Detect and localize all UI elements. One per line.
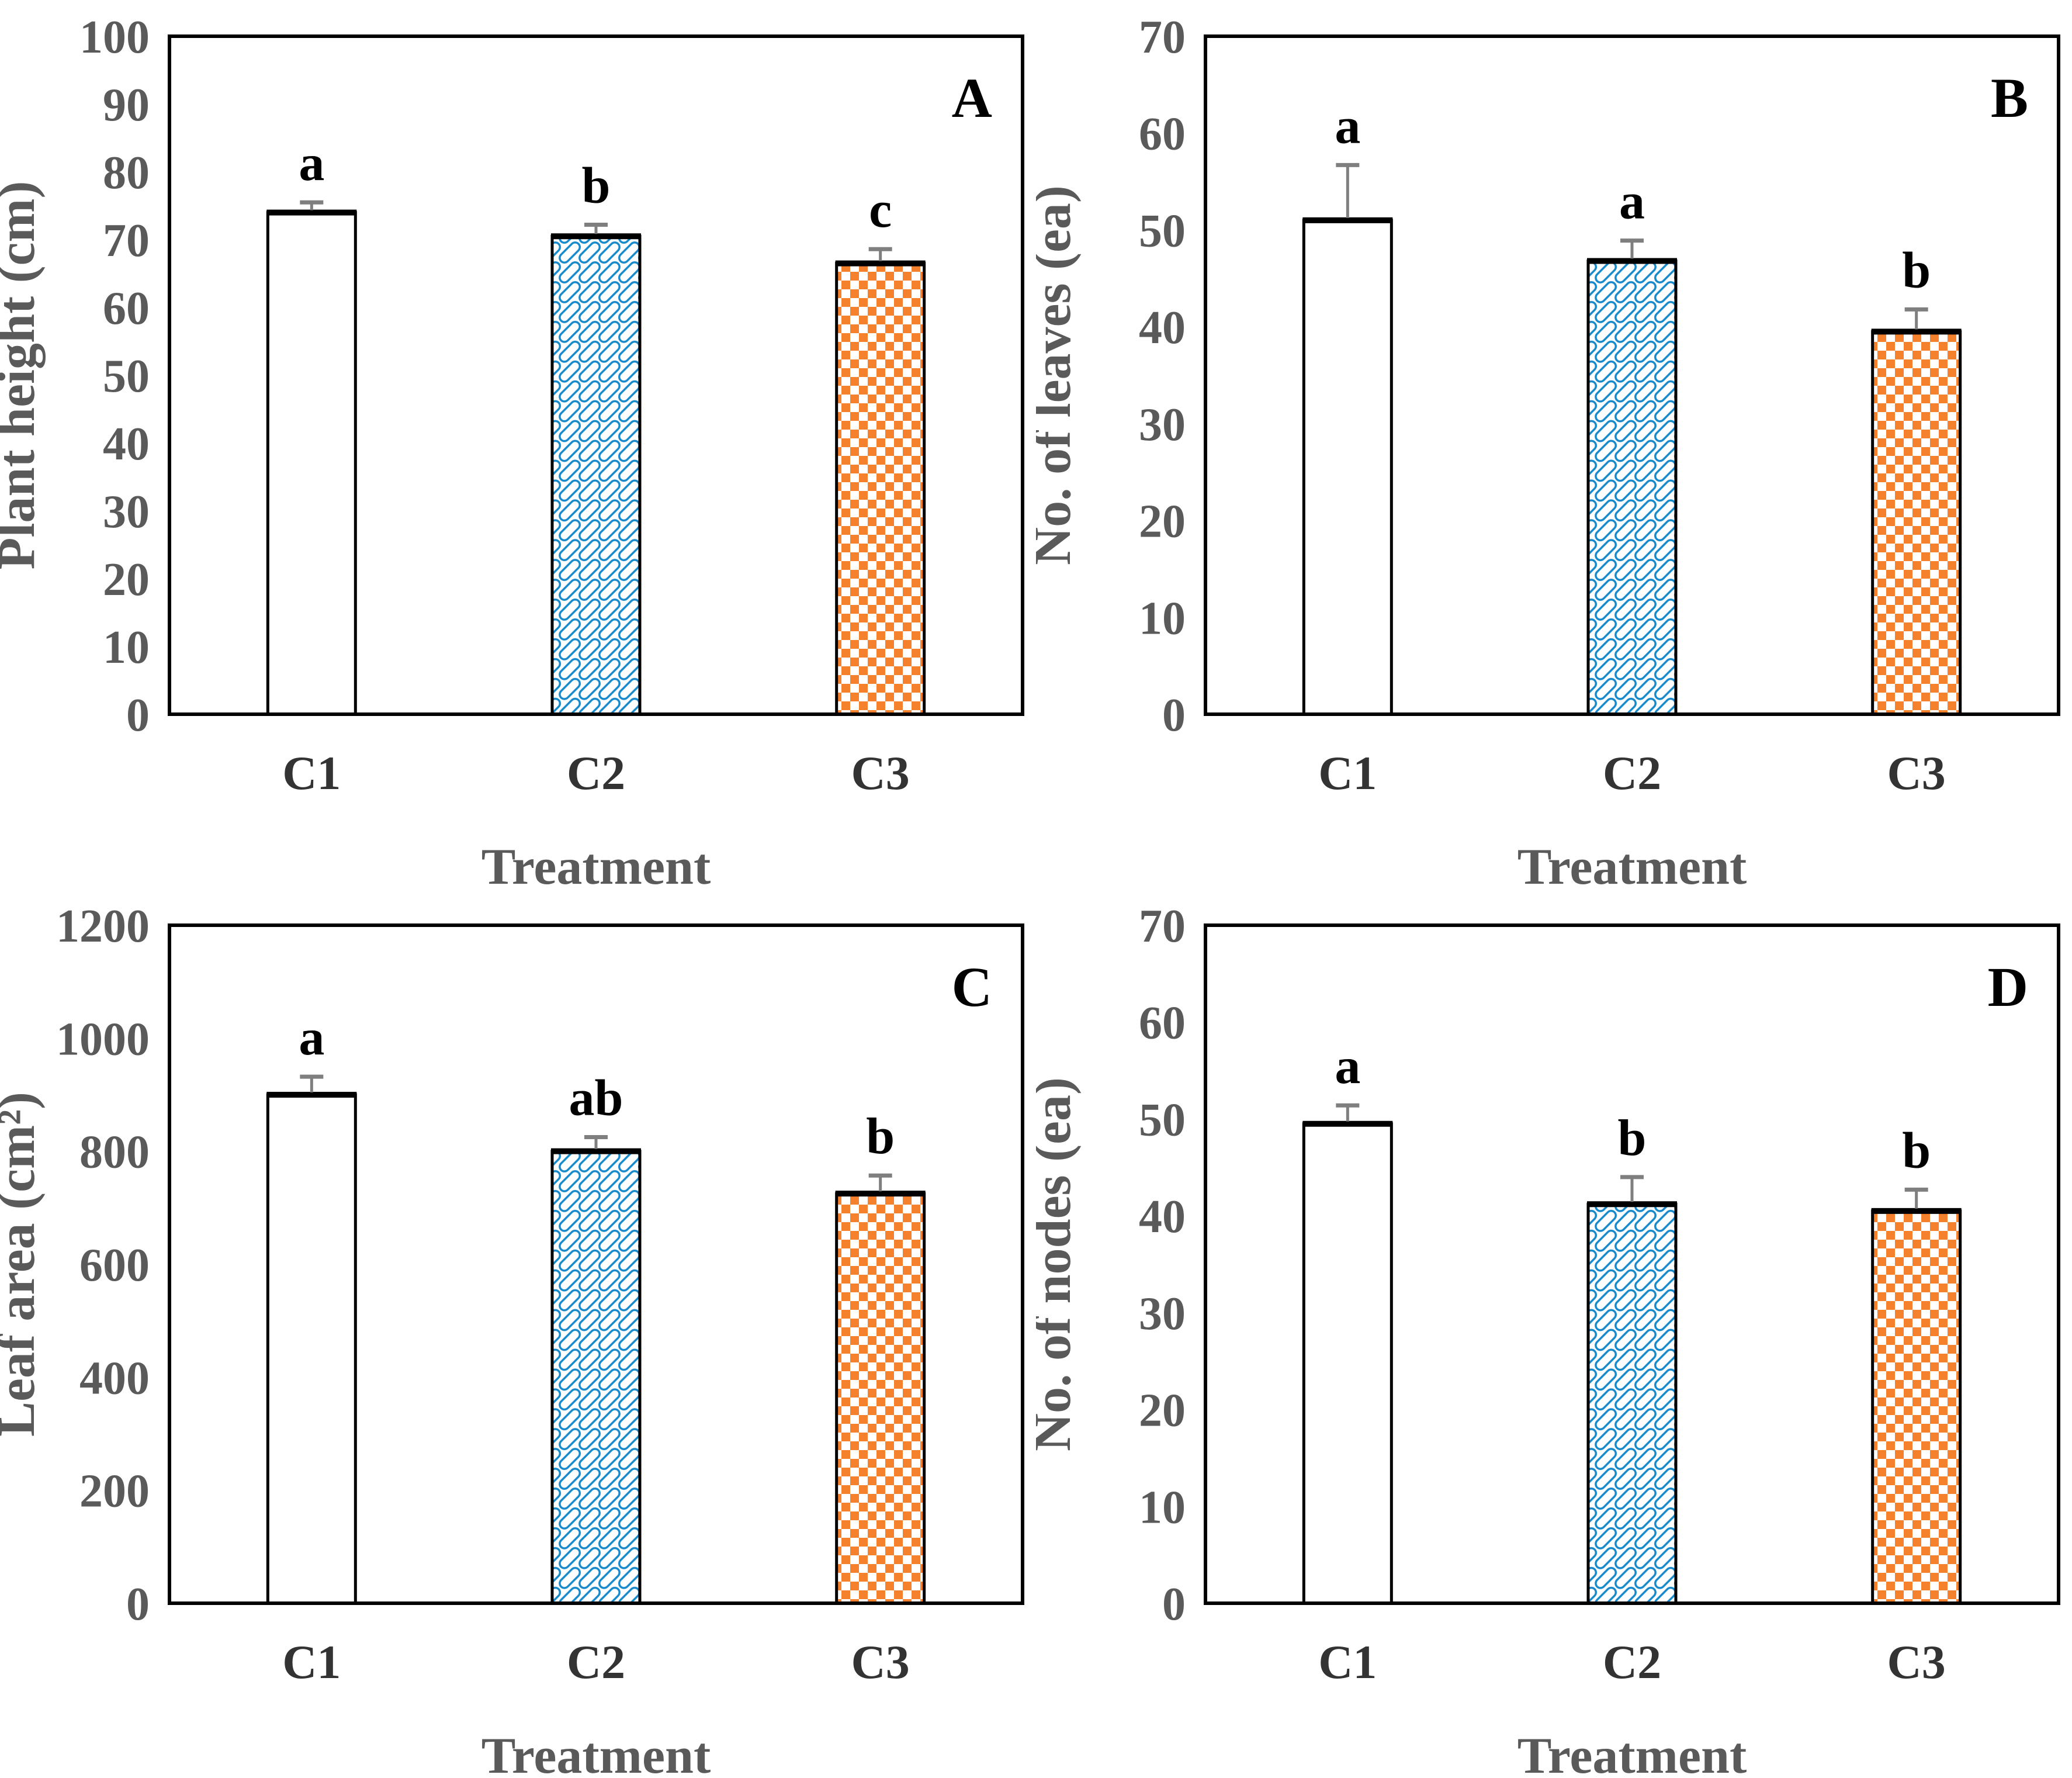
y-axis-title: No. of nodes (ea) bbox=[1036, 1077, 1082, 1451]
y-tick-label: 600 bbox=[79, 1240, 150, 1291]
y-tick-label: 0 bbox=[126, 690, 150, 741]
bar-c1 bbox=[266, 1093, 357, 1605]
y-tick-label: 0 bbox=[1162, 1579, 1186, 1630]
x-category-label: C2 bbox=[1603, 746, 1661, 800]
sig-letter: a bbox=[1335, 98, 1360, 154]
bar-c3 bbox=[1871, 1209, 1962, 1605]
bar-chart-plant-height: 0 10 20 30 40 50 60 70 80 90 100 Plant height (cm) a… bbox=[0, 0, 1036, 889]
bar-c3 bbox=[1871, 330, 1962, 716]
y-tick-label: 100 bbox=[79, 12, 150, 63]
y-tick-label: 50 bbox=[1139, 1094, 1186, 1146]
y-tick-label: 30 bbox=[1139, 1288, 1186, 1340]
y-axis-title: No. of leaves (ea) bbox=[1036, 185, 1082, 565]
y-tick-label: 50 bbox=[103, 351, 150, 402]
bar-c1 bbox=[1302, 219, 1393, 716]
bar-c1 bbox=[1302, 1122, 1393, 1605]
panel-letter: A bbox=[952, 67, 992, 129]
y-tick-label: 70 bbox=[1139, 901, 1186, 952]
y-tick-label: 20 bbox=[1139, 1385, 1186, 1437]
y-tick-label: 70 bbox=[103, 215, 150, 267]
sig-letter: b bbox=[1902, 242, 1931, 299]
y-tick-label: 90 bbox=[103, 79, 150, 131]
sig-letter: a bbox=[1619, 174, 1645, 230]
plot-frame bbox=[168, 923, 1024, 1605]
y-axis-title: Leaf area (cm²) bbox=[0, 1092, 46, 1437]
y-tick-label: 200 bbox=[79, 1466, 150, 1517]
x-category-label: C1 bbox=[1318, 1635, 1377, 1689]
sig-letter: c bbox=[869, 182, 892, 238]
y-tick-label: 800 bbox=[79, 1127, 150, 1178]
x-category-label: C3 bbox=[1887, 1635, 1946, 1689]
y-axis-title: Plant height (cm) bbox=[0, 181, 46, 570]
panel-d: 0 10 20 30 40 50 60 70 No. of nodes (ea) a C1 b C2 b C… bbox=[1036, 889, 2072, 1778]
sig-letter: a bbox=[299, 135, 324, 192]
y-tick-label: 10 bbox=[1139, 593, 1186, 644]
x-category-label: C1 bbox=[1318, 746, 1377, 800]
x-axis-title: Treatment bbox=[1517, 1728, 1747, 1778]
bar-c2 bbox=[550, 1150, 642, 1605]
plot-frame bbox=[1204, 34, 2060, 716]
y-tick-label: 30 bbox=[103, 486, 150, 538]
y-tick-label: 60 bbox=[103, 283, 150, 334]
y-tick-label: 0 bbox=[126, 1579, 150, 1630]
y-tick-label: 40 bbox=[1139, 302, 1186, 354]
panel-letter: B bbox=[1991, 67, 2028, 129]
y-tick-label: 20 bbox=[103, 554, 150, 606]
panel-c: 0 200 400 600 800 1000 1200 Leaf area (cm²) a C1 a… bbox=[0, 889, 1036, 1778]
y-tick-label: 1000 bbox=[56, 1013, 150, 1065]
y-tick-label: 60 bbox=[1139, 109, 1186, 160]
plot-frame bbox=[1204, 923, 2060, 1605]
sig-letter: a bbox=[1335, 1038, 1360, 1095]
x-category-label: C3 bbox=[1887, 746, 1946, 800]
y-tick-label: 1200 bbox=[56, 901, 150, 952]
bar-c3 bbox=[835, 262, 926, 716]
bar-chart-no-of-nodes: 0 10 20 30 40 50 60 70 No. of nodes (ea) a C1 b C2 b C… bbox=[1036, 889, 2072, 1778]
bar-chart-no-of-leaves: 0 10 20 30 40 50 60 70 No. of leaves (ea) a C1 a C2 b… bbox=[1036, 0, 2072, 889]
y-tick-label: 40 bbox=[1139, 1191, 1186, 1243]
x-axis-title: Treatment bbox=[481, 1728, 711, 1778]
bar-c1 bbox=[266, 211, 357, 716]
y-tick-label: 40 bbox=[103, 418, 150, 470]
sig-letter: a bbox=[299, 1009, 324, 1066]
y-tick-label: 10 bbox=[103, 622, 150, 673]
y-tick-label: 30 bbox=[1139, 399, 1186, 451]
sig-letter: b bbox=[1902, 1122, 1931, 1179]
x-axis-title: Treatment bbox=[1517, 839, 1747, 889]
plot-frame bbox=[168, 34, 1024, 716]
x-axis-title: Treatment bbox=[481, 839, 711, 889]
x-category-label: C1 bbox=[282, 1635, 341, 1689]
x-category-label: C2 bbox=[567, 746, 625, 800]
panel-letter: C bbox=[952, 956, 992, 1018]
x-category-label: C2 bbox=[1603, 1635, 1661, 1689]
y-tick-label: 400 bbox=[79, 1352, 150, 1404]
bar-chart-leaf-area: 0 200 400 600 800 1000 1200 Leaf area (cm²) a C1 a… bbox=[0, 889, 1036, 1778]
y-tick-label: 50 bbox=[1139, 205, 1186, 257]
y-tick-label: 20 bbox=[1139, 496, 1186, 548]
sig-letter: b bbox=[582, 157, 611, 214]
x-category-label: C3 bbox=[851, 1635, 910, 1689]
bar-c3 bbox=[835, 1192, 926, 1605]
panel-b: 0 10 20 30 40 50 60 70 No. of leaves (ea) a C1 a C2 b… bbox=[1036, 0, 2072, 889]
y-tick-label: 10 bbox=[1139, 1482, 1186, 1533]
bar-c2 bbox=[1586, 259, 1678, 716]
panel-a: 0 10 20 30 40 50 60 70 80 90 100 Plant height (cm) a… bbox=[0, 0, 1036, 889]
bar-c2 bbox=[1586, 1202, 1678, 1605]
sig-letter: ab bbox=[569, 1070, 623, 1127]
x-category-label: C1 bbox=[282, 746, 341, 800]
sig-letter: b bbox=[866, 1108, 895, 1165]
y-tick-label: 60 bbox=[1139, 998, 1186, 1049]
y-tick-label: 80 bbox=[103, 147, 150, 199]
x-category-label: C3 bbox=[851, 746, 910, 800]
y-tick-label: 70 bbox=[1139, 12, 1186, 63]
panel-letter: D bbox=[1988, 956, 2028, 1018]
y-tick-label: 0 bbox=[1162, 690, 1186, 741]
bar-c2 bbox=[550, 234, 642, 716]
sig-letter: b bbox=[1618, 1110, 1647, 1167]
x-category-label: C2 bbox=[567, 1635, 625, 1689]
